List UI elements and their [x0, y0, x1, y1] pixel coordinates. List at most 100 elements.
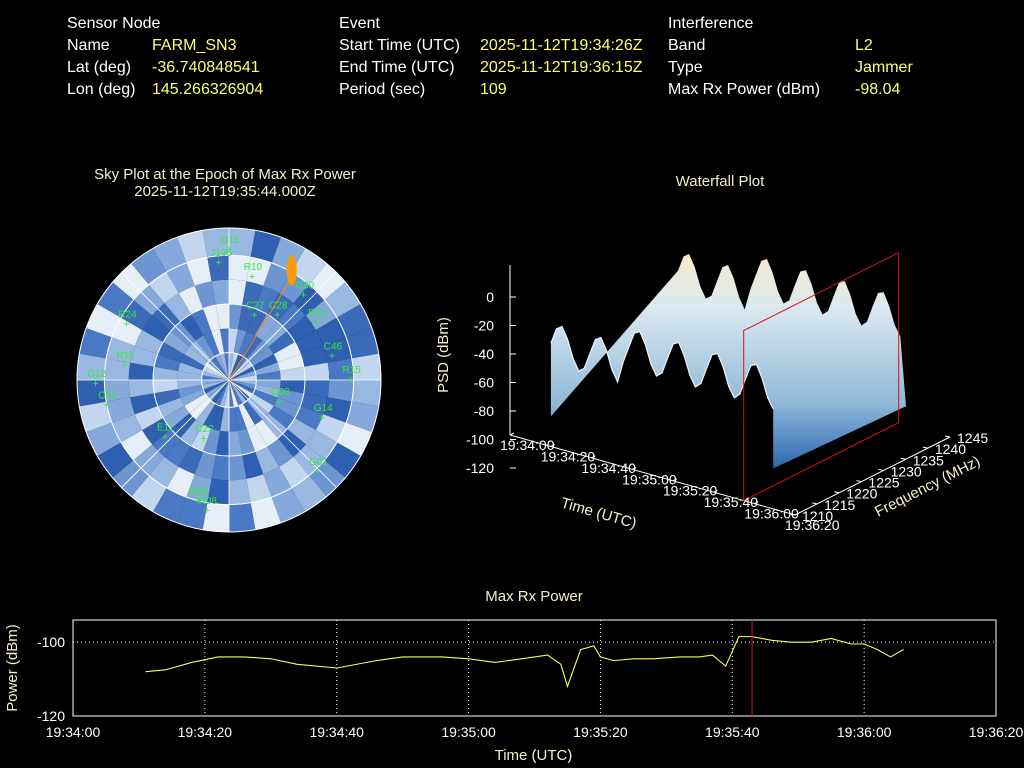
- sky-cell: [177, 497, 208, 530]
- interference-power-label: Max Rx Power (dBm): [668, 81, 821, 98]
- sky-cell: [263, 262, 292, 294]
- event-start-row: Start Time (UTC) 2025-11-12T19:34:26Z: [339, 35, 642, 57]
- sky-cell: [154, 354, 181, 372]
- satellite-label: G30: [295, 281, 314, 292]
- sky-cell: [180, 354, 206, 371]
- sky-cell: [195, 400, 216, 425]
- sky-cell: [336, 422, 372, 456]
- sky-cell: [229, 228, 256, 258]
- sky-cell: [229, 406, 238, 432]
- event-end-value: 2025-11-12T19:36:15Z: [480, 59, 643, 76]
- y-tick-label: -120: [37, 708, 65, 724]
- freq-tick: [856, 480, 862, 483]
- sky-cell: [254, 362, 280, 376]
- sky-cell: [153, 366, 179, 380]
- event-period-value: 109: [480, 81, 507, 98]
- sky-spoke: [228, 272, 337, 381]
- sky-cell: [142, 418, 171, 445]
- z-tick-label: -80: [474, 403, 494, 419]
- sky-cell: [229, 454, 247, 481]
- sky-cell: [203, 331, 220, 357]
- x-axis-label: Time (UTC): [495, 747, 573, 764]
- sky-cell: [273, 342, 301, 363]
- sky-cell: [254, 419, 278, 446]
- freq-tick-label: 1245: [957, 430, 988, 446]
- interference-type-value: Jammer: [855, 59, 913, 76]
- waterfall-title: Waterfall Plot: [675, 173, 765, 190]
- sensor-node-panel: Sensor Node Name FARM_SN3 Lat (deg) -36.74…: [67, 13, 263, 101]
- z-tick-label: -100: [466, 432, 494, 448]
- event-start-value: 2025-11-12T19:34:26Z: [480, 37, 643, 54]
- time-tick: [550, 443, 555, 447]
- sky-cell: [305, 299, 337, 330]
- sensor-name-row: Name FARM_SN3: [67, 35, 263, 57]
- sky-cell: [279, 272, 310, 304]
- sky-cell: [238, 403, 255, 429]
- sky-cell: [205, 362, 229, 380]
- sky-cell: [157, 342, 185, 363]
- satellite-marker: +: [348, 374, 354, 386]
- time-tick: [591, 455, 596, 459]
- sky-cell: [238, 331, 255, 357]
- sky-cell: [178, 445, 204, 475]
- satellite-label: C28: [269, 301, 288, 312]
- event-end-label: End Time (UTC): [339, 59, 455, 76]
- satellite-label: C46: [324, 341, 343, 352]
- x-tick-label: 19:36:20: [969, 724, 1024, 740]
- sky-plot-epoch: 2025-11-12T19:35:44.000Z: [134, 183, 316, 200]
- sky-cell: [229, 380, 234, 408]
- time-tick-label: 19:35:40: [704, 494, 759, 510]
- freq-tick-label: 1220: [846, 486, 877, 502]
- z-tick-label: -40: [474, 346, 494, 362]
- sky-cell: [237, 428, 255, 455]
- sky-cell: [229, 279, 247, 306]
- event-end-row: End Time (UTC) 2025-11-12T19:36:15Z: [339, 57, 642, 79]
- sky-cell: [203, 305, 221, 332]
- power-series-line: [145, 636, 904, 689]
- sky-cell: [111, 317, 143, 346]
- sky-cell: [255, 371, 281, 380]
- sky-cell: [327, 358, 354, 380]
- sky-cell: [255, 380, 281, 389]
- satellite-marker: +: [200, 433, 206, 445]
- freq-tick-label: 1230: [891, 463, 922, 479]
- sky-cell: [246, 424, 267, 452]
- sky-cell: [184, 346, 209, 367]
- sky-cell: [229, 356, 247, 380]
- satellite-label: C27: [246, 300, 265, 311]
- sky-cell: [229, 478, 251, 505]
- satellite-marker: +: [251, 309, 257, 321]
- sky-cell: [163, 405, 190, 429]
- sky-cell: [250, 497, 281, 530]
- sky-cell: [254, 314, 278, 341]
- interference-type-row: Type Jammer: [668, 57, 913, 79]
- sky-cell: [153, 487, 187, 523]
- sky-cell: [277, 354, 304, 372]
- satellite-marker: +: [103, 400, 109, 412]
- freq-tick-label: 1210: [802, 508, 833, 524]
- sky-cell: [186, 257, 212, 286]
- sky-cell: [164, 438, 191, 467]
- sky-cell: [315, 317, 347, 346]
- sky-spoke: [121, 272, 230, 381]
- satellite-label: R15: [116, 351, 135, 362]
- satellite-label: R22: [308, 308, 327, 319]
- sky-cell: [97, 442, 134, 478]
- event-period-row: Period (sec) 109: [339, 79, 642, 101]
- sky-cell: [279, 380, 305, 394]
- sky-cell: [202, 370, 229, 380]
- sky-cell: [219, 353, 229, 380]
- sky-cell: [211, 380, 229, 404]
- sky-cell: [323, 337, 352, 363]
- time-tick-label: 19:36:20: [785, 517, 840, 533]
- sky-cell: [229, 362, 253, 380]
- satellite-label: J195: [210, 248, 232, 259]
- sky-cell: [128, 380, 155, 398]
- event-start-label: Start Time (UTC): [339, 37, 460, 54]
- sky-cell: [246, 257, 272, 286]
- sky-cell: [201, 380, 229, 385]
- sky-cell: [291, 475, 327, 512]
- sky-cell: [229, 380, 255, 394]
- satellite-marker: +: [313, 317, 319, 329]
- sky-cell: [279, 366, 305, 380]
